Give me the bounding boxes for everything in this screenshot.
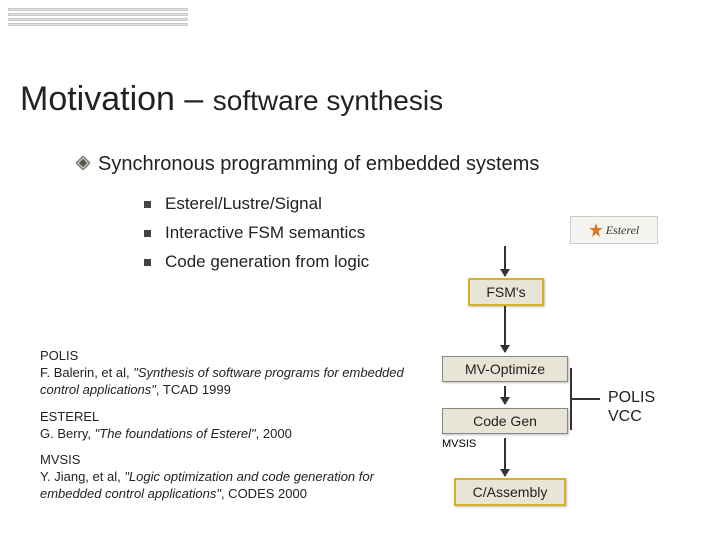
bullet-level1: Synchronous programming of embedded syst… — [76, 153, 680, 176]
star-icon — [589, 223, 603, 237]
flowchart: Esterel FSM's MV-Optimize Code Gen MVSIS… — [430, 216, 690, 516]
ref-body: F. Balerin, et al, "Synthesis of softwar… — [40, 365, 420, 399]
flow-node-codegen: Code Gen — [442, 408, 568, 434]
ref-title-italic: "The foundations of Esterel" — [95, 426, 256, 441]
corner-decoration — [8, 8, 188, 26]
ref-head: ESTEREL — [40, 409, 420, 426]
subbullet-item: Esterel/Lustre/Signal — [144, 190, 680, 219]
node-label: Code Gen — [473, 413, 537, 429]
ref-prefix: F. Balerin, et al, — [40, 365, 133, 380]
title-main: Motivation — [20, 80, 175, 118]
arrow-icon — [504, 438, 506, 476]
mvsis-text: MVSIS — [442, 438, 476, 450]
title-dash: – — [175, 80, 213, 118]
node-label: MV-Optimize — [465, 361, 545, 377]
ref-suffix: , 2000 — [256, 426, 292, 441]
arrow-icon — [504, 306, 506, 352]
ref-body: Y. Jiang, et al, "Logic optimization and… — [40, 469, 420, 503]
ref-prefix: Y. Jiang, et al, — [40, 469, 124, 484]
ref-head: MVSIS — [40, 452, 420, 469]
ref-body: G. Berry, "The foundations of Esterel", … — [40, 426, 420, 443]
side-label-line: VCC — [608, 407, 655, 426]
ref-prefix: G. Berry, — [40, 426, 95, 441]
side-label-line: POLIS — [608, 388, 655, 407]
subbullet-text: Esterel/Lustre/Signal — [165, 194, 322, 213]
ref-head: POLIS — [40, 348, 420, 365]
flow-node-mvoptimize: MV-Optimize — [442, 356, 568, 382]
reference-item: ESTEREL G. Berry, "The foundations of Es… — [40, 409, 420, 443]
bullet1-text: Synchronous programming of embedded syst… — [98, 153, 539, 175]
subbullet-text: Interactive FSM semantics — [165, 223, 365, 242]
flow-node-fsm: FSM's — [468, 278, 544, 306]
diamond-bullet-icon — [76, 156, 90, 170]
slide-title: Motivation – software synthesis — [20, 80, 680, 119]
node-label: C/Assembly — [473, 484, 548, 500]
reference-item: POLIS F. Balerin, et al, "Synthesis of s… — [40, 348, 420, 399]
reference-item: MVSIS Y. Jiang, et al, "Logic optimizati… — [40, 452, 420, 503]
arrow-icon — [504, 246, 506, 276]
ref-suffix: , TCAD 1999 — [156, 382, 231, 397]
ref-suffix: , CODES 2000 — [221, 486, 307, 501]
square-bullet-icon — [144, 230, 151, 237]
side-label-polis-vcc: POLIS VCC — [608, 388, 655, 426]
arrow-icon — [504, 386, 506, 404]
title-sub: software synthesis — [213, 85, 443, 116]
bracket-line — [570, 398, 600, 400]
subbullet-text: Code generation from logic — [165, 252, 369, 271]
flow-node-cassembly: C/Assembly — [454, 478, 566, 506]
mvsis-label: MVSIS — [442, 438, 476, 450]
references: POLIS F. Balerin, et al, "Synthesis of s… — [40, 348, 420, 513]
node-label: FSM's — [486, 284, 525, 300]
square-bullet-icon — [144, 201, 151, 208]
esterel-logo: Esterel — [570, 216, 658, 244]
esterel-logo-text: Esterel — [606, 223, 640, 238]
square-bullet-icon — [144, 259, 151, 266]
